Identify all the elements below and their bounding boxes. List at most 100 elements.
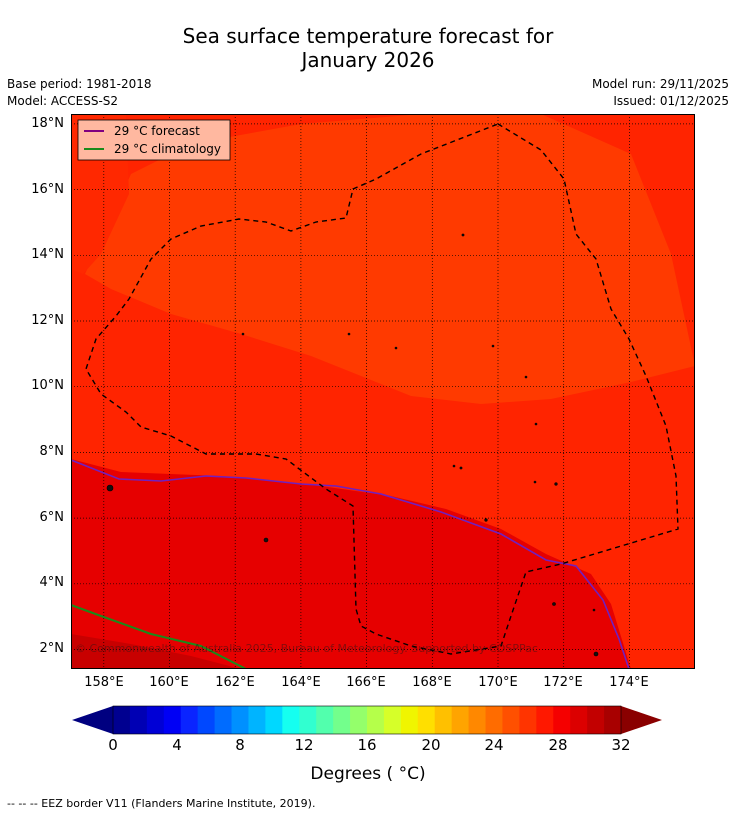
colorbar-cell <box>570 706 588 734</box>
lat-label-2n: 2°N <box>39 641 65 656</box>
island-arno <box>534 422 538 426</box>
colorbar-outline <box>112 705 622 735</box>
lat-label-14n: 14°N <box>31 247 64 262</box>
colorbar-tick-4: 4 <box>172 736 182 754</box>
climatology-29c-contour <box>71 604 247 669</box>
island-majuro <box>554 482 558 486</box>
island-bikar <box>461 233 465 237</box>
colorbar-cell <box>350 706 368 734</box>
lat-label-4n: 4°N <box>39 575 65 590</box>
colorbar-tick-32: 32 <box>611 736 631 754</box>
colorbar-unit-label: Degrees ( °C) <box>310 764 426 784</box>
colorbar-cell <box>587 706 605 734</box>
lon-label-170e: 170°E <box>478 675 518 690</box>
colorbar-cell <box>519 706 537 734</box>
colorbar-cells <box>113 706 622 734</box>
gridlines <box>71 114 695 669</box>
colorbar-cell <box>333 706 351 734</box>
colorbar-cell <box>146 706 165 734</box>
island-maloelap <box>524 375 528 379</box>
colorbar-cell <box>113 706 131 734</box>
model-run-text: Model run: 29/11/2025 <box>591 77 729 91</box>
lon-label-172e: 172°E <box>543 675 583 690</box>
colorbar-tick-28: 28 <box>548 736 568 754</box>
lat-label-8n: 8°N <box>39 444 65 459</box>
colorbar-tick-24: 24 <box>484 736 504 754</box>
colorbar-cell <box>197 706 216 734</box>
island-butaritari <box>533 480 537 484</box>
island-enewetak <box>241 332 245 336</box>
colorbar-cell <box>604 706 622 734</box>
colorbar-tick-16: 16 <box>357 736 377 754</box>
sst-field-29c <box>71 459 631 669</box>
colorbar-cell <box>383 706 402 734</box>
colorbar-cell <box>417 706 436 734</box>
map-title-line1: Sea surface temperature forecast for <box>182 24 554 48</box>
colorbar-cell <box>231 706 249 734</box>
colorbar-cell <box>451 706 470 734</box>
island-ailinglaplap <box>452 464 456 468</box>
island-marakei <box>592 608 596 612</box>
island-likiep <box>491 344 495 348</box>
colorbar-tick-8: 8 <box>235 736 245 754</box>
lon-label-162e: 162°E <box>215 675 255 690</box>
colorbar-right-arrow <box>621 706 662 734</box>
island-abemama <box>593 651 599 657</box>
lat-label-10n: 10°N <box>31 378 64 393</box>
eez-border <box>85 123 679 655</box>
colorbar-cell <box>265 706 283 734</box>
legend-forecast-label: 29 °C forecast <box>114 124 200 138</box>
lon-label-168e: 168°E <box>412 675 452 690</box>
sst-field-27c <box>85 114 695 404</box>
colorbar-tick-12: 12 <box>294 736 314 754</box>
island-jaluit <box>459 466 463 470</box>
colorbar-cell <box>299 706 317 734</box>
island-kosrae <box>263 537 269 543</box>
lon-label-158e: 158°E <box>84 675 124 690</box>
island-pohnpei <box>106 484 114 492</box>
sst-map: © Commonwealth of Australia 2025, Bureau… <box>71 114 695 669</box>
lon-label-166e: 166°E <box>346 675 386 690</box>
forecast-29c-contour <box>71 459 630 669</box>
legend-box <box>77 119 231 161</box>
colorbar-cell <box>536 706 554 734</box>
lat-label-18n: 18°N <box>31 116 64 131</box>
colorbar-cell <box>400 706 419 734</box>
colorbar-cell <box>214 706 233 734</box>
lat-label-12n: 12°N <box>31 313 64 328</box>
eez-footnote: -- -- -- EEZ border V11 (Flanders Marine… <box>7 797 316 810</box>
contour-legend: 29 °C forecast 29 °C climatology <box>77 119 231 161</box>
lat-label-16n: 16°N <box>31 182 64 197</box>
map-title-line2: January 2026 <box>301 48 435 72</box>
colorbar-cell <box>248 706 266 734</box>
island-tarawa <box>552 602 556 606</box>
sst-field-30c <box>71 634 241 669</box>
colorbar-cell <box>129 706 148 734</box>
colorbar-cell <box>180 706 199 734</box>
lat-label-6n: 6°N <box>39 510 65 525</box>
colorbar-cell <box>485 706 503 734</box>
legend-climatology-label: 29 °C climatology <box>114 142 221 156</box>
colorbar-tick-0: 0 <box>108 736 118 754</box>
colorbar-cell <box>468 706 487 734</box>
islands <box>106 233 599 657</box>
lon-label-174e: 174°E <box>609 675 649 690</box>
colorbar-cell <box>367 706 385 734</box>
copyright-text: © Commonwealth of Australia 2025, Bureau… <box>75 642 538 655</box>
colorbar-cell <box>282 706 300 734</box>
colorbar-cell <box>553 706 571 734</box>
island-ujae <box>347 332 351 336</box>
colorbar-cell <box>502 706 520 734</box>
colorbar-cell <box>434 706 453 734</box>
lon-label-164e: 164°E <box>281 675 321 690</box>
lon-label-160e: 160°E <box>149 675 189 690</box>
colorbar-cell <box>316 706 334 734</box>
colorbar-left-arrow <box>72 706 113 734</box>
island-kwajalein <box>394 346 398 350</box>
colorbar-cell <box>163 706 182 734</box>
map-frame <box>71 114 695 669</box>
colorbar-tick-20: 20 <box>421 736 441 754</box>
base-period-text: Base period: 1981-2018 <box>7 77 152 91</box>
island-mili <box>484 518 488 522</box>
issued-text: Issued: 01/12/2025 <box>613 94 729 108</box>
